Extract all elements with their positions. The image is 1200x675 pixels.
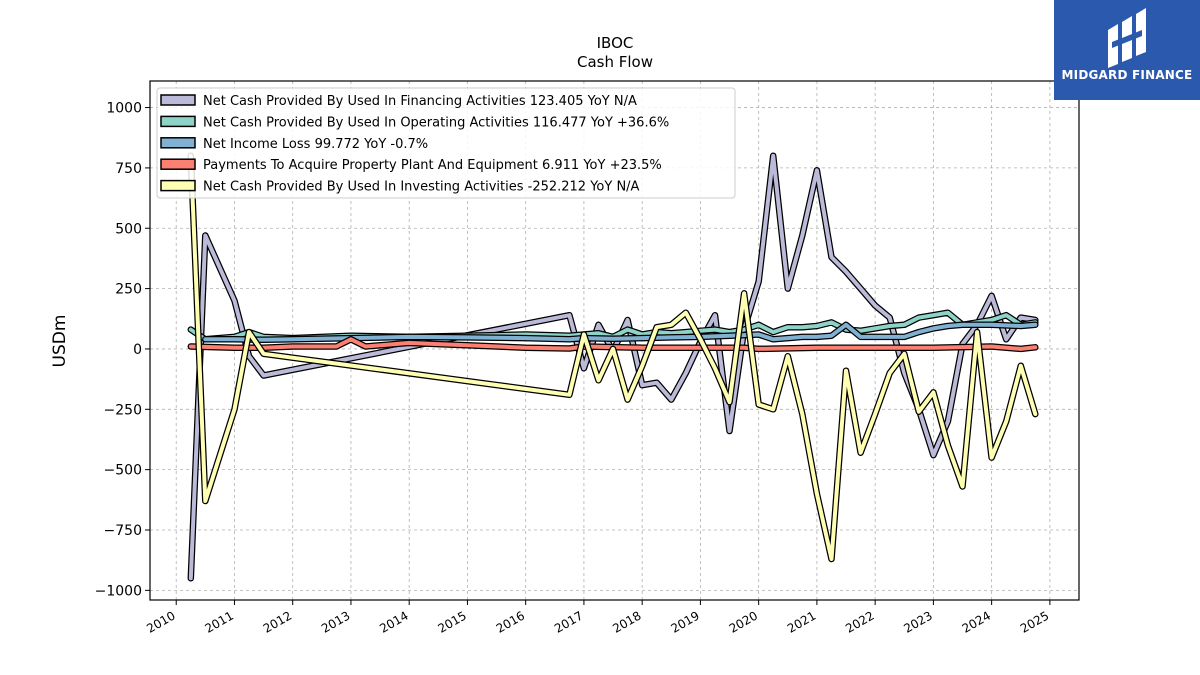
chart-title: IBOC: [597, 34, 634, 52]
y-tick-label: 0: [133, 342, 142, 358]
y-tick-label: 250: [115, 282, 142, 298]
legend-swatch-1: [160, 115, 196, 128]
x-tick-label: 2020: [727, 608, 760, 635]
legend-label-0: Net Cash Provided By Used In Financing A…: [203, 94, 637, 109]
y-tick-label: −250: [104, 402, 142, 418]
y-tick-label: 750: [115, 161, 142, 177]
legend-label-2: Net Income Loss 99.772 YoY -0.7%: [203, 137, 428, 152]
x-tick-label: 2014: [377, 608, 410, 635]
x-tick-label: 2012: [261, 608, 294, 635]
legend-label-1: Net Cash Provided By Used In Operating A…: [203, 115, 669, 130]
x-tick-label: 2015: [435, 608, 468, 635]
plot-frame: [149, 80, 1080, 601]
series-outline-4: [187, 152, 1039, 563]
x-tick-label: 2017: [552, 608, 585, 635]
series-line-4: [188, 153, 1038, 561]
x-tick-label: 2016: [494, 608, 527, 635]
legend-swatch-4: [160, 179, 196, 192]
brand-mark-icon: [1108, 8, 1146, 68]
legend-box: [156, 87, 736, 199]
x-tick-label: 2025: [1018, 608, 1051, 635]
x-tick-label: 2010: [144, 608, 177, 635]
y-axis: −1000 −750 −500 −250 0 250 500 750 1000: [95, 101, 150, 599]
y-tick-label: −750: [104, 523, 142, 539]
x-tick-label: 2024: [960, 608, 993, 635]
brand-name: MIDGARD FINANCE: [1061, 68, 1193, 82]
x-tick-label: 2018: [610, 608, 643, 635]
y-axis-label: USDm: [50, 315, 70, 368]
x-tick-label: 2021: [785, 608, 818, 635]
legend-swatch-0: [160, 94, 196, 106]
y-tick-label: 500: [115, 221, 142, 237]
series-group: [187, 152, 1039, 582]
brand-logo: MIDGARD FINANCE: [1054, 0, 1200, 100]
x-tick-label: 2019: [668, 608, 701, 635]
x-tick-label: 2011: [203, 608, 236, 635]
legend-swatch-3: [160, 158, 196, 170]
chart-subtitle: Cash Flow: [577, 53, 653, 71]
y-tick-label: 1000: [106, 101, 142, 117]
x-tick-label: 2023: [901, 608, 934, 635]
series-line-2: [203, 322, 1038, 342]
x-tick-label: 2013: [319, 608, 352, 635]
legend-label-4: Net Cash Provided By Used In Investing A…: [203, 180, 640, 195]
y-tick-label: −1000: [95, 583, 142, 599]
y-tick-label: −500: [104, 463, 142, 479]
x-tick-label: 2022: [843, 608, 876, 635]
legend-label-3: Payments To Acquire Property Plant And E…: [203, 158, 662, 173]
legend-swatch-2: [160, 137, 196, 149]
legend: Net Cash Provided By Used In Financing A…: [156, 87, 736, 199]
series-line-3: [188, 337, 1038, 351]
x-axis: 2010 2011 2012 2013 2014 2015 2016 2017 2018 2019…: [144, 600, 1051, 636]
